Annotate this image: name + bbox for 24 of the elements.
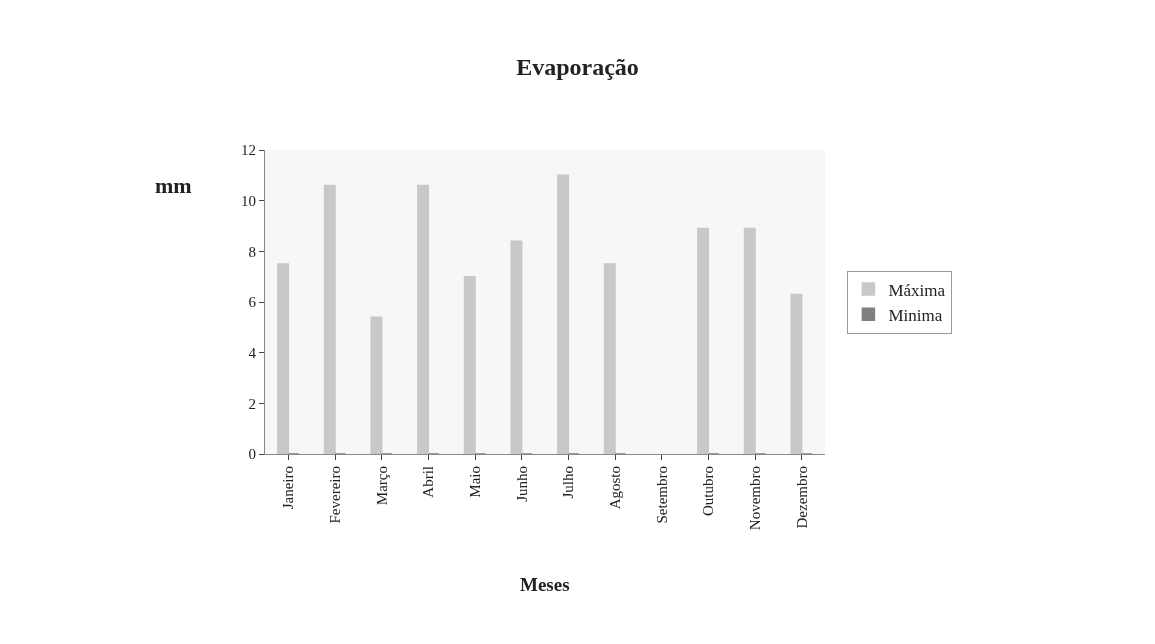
- y-tick-label: 8: [248, 243, 256, 260]
- x-tick-label: Novembro: [746, 466, 763, 531]
- x-tick-label: Maio: [466, 466, 483, 498]
- x-tick-label: Junho: [513, 466, 530, 502]
- x-tick-label: Julho: [560, 466, 577, 499]
- x-tick-label: Setembro: [653, 466, 670, 524]
- x-tick-label: Dezembro: [793, 466, 810, 529]
- chart-title: Evaporação: [516, 53, 639, 80]
- y-tick-label: 12: [241, 142, 256, 159]
- x-tick-label: Agosto: [606, 466, 623, 510]
- x-tick-label: Janeiro: [280, 466, 297, 510]
- y-tick-label: 10: [241, 192, 256, 209]
- x-tick-label: Fevereiro: [326, 466, 343, 524]
- x-tick-label: Março: [373, 466, 390, 506]
- legend-label: Máxima: [888, 280, 946, 300]
- x-axis-title: Meses: [520, 574, 570, 595]
- y-tick-label: 6: [248, 294, 257, 311]
- y-tick-label: 2: [248, 395, 256, 412]
- x-tick-label: Abril: [420, 466, 437, 498]
- legend-label: Minima: [888, 305, 943, 325]
- x-tick-label: Outubro: [700, 466, 717, 516]
- y-tick-label: 4: [248, 344, 257, 361]
- y-axis-title: mm: [155, 173, 192, 198]
- y-tick-label: 0: [248, 446, 256, 463]
